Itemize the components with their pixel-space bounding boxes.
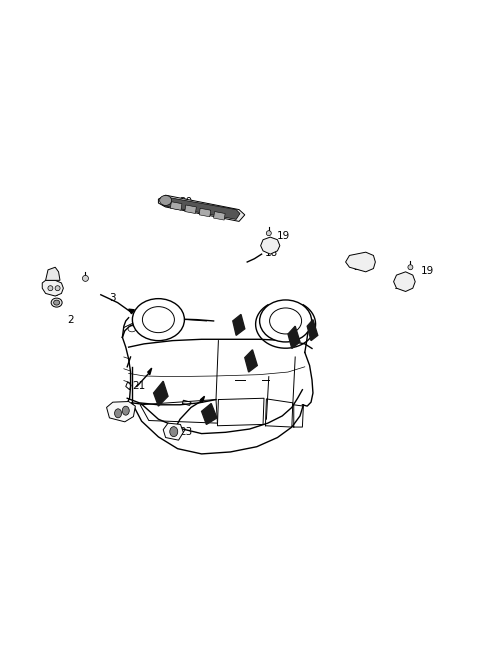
Ellipse shape	[132, 299, 184, 341]
Ellipse shape	[83, 275, 88, 282]
Polygon shape	[233, 314, 245, 335]
Polygon shape	[158, 195, 245, 221]
Polygon shape	[161, 196, 240, 219]
Polygon shape	[199, 208, 211, 217]
Ellipse shape	[266, 231, 271, 236]
Text: 19: 19	[276, 231, 290, 242]
Ellipse shape	[48, 286, 53, 291]
Ellipse shape	[51, 298, 62, 307]
Text: 21: 21	[132, 381, 146, 392]
Ellipse shape	[170, 426, 178, 437]
Polygon shape	[261, 237, 280, 254]
Ellipse shape	[115, 409, 121, 418]
Ellipse shape	[408, 265, 413, 270]
Ellipse shape	[55, 286, 60, 291]
Polygon shape	[185, 205, 196, 214]
Text: 2: 2	[68, 314, 74, 325]
Polygon shape	[42, 280, 63, 296]
Polygon shape	[163, 423, 183, 440]
Polygon shape	[202, 403, 217, 424]
Text: 18: 18	[265, 248, 278, 258]
Ellipse shape	[159, 195, 172, 206]
Ellipse shape	[260, 300, 312, 342]
Polygon shape	[46, 267, 60, 280]
Text: 23: 23	[180, 427, 193, 438]
Text: 22: 22	[353, 262, 367, 272]
Polygon shape	[346, 252, 375, 272]
Polygon shape	[245, 350, 257, 372]
Polygon shape	[394, 272, 415, 291]
Polygon shape	[307, 320, 318, 341]
Text: 3: 3	[109, 293, 116, 303]
Polygon shape	[201, 396, 204, 402]
Text: 1: 1	[52, 288, 59, 298]
Ellipse shape	[122, 406, 129, 415]
Text: 20: 20	[180, 196, 193, 207]
Polygon shape	[107, 402, 135, 422]
Polygon shape	[214, 212, 225, 220]
Text: 19: 19	[420, 266, 434, 276]
Polygon shape	[288, 326, 300, 348]
Polygon shape	[148, 368, 152, 375]
Ellipse shape	[54, 300, 60, 305]
Polygon shape	[129, 309, 134, 314]
Polygon shape	[170, 202, 182, 210]
Text: 18: 18	[394, 280, 408, 291]
Polygon shape	[154, 381, 168, 406]
